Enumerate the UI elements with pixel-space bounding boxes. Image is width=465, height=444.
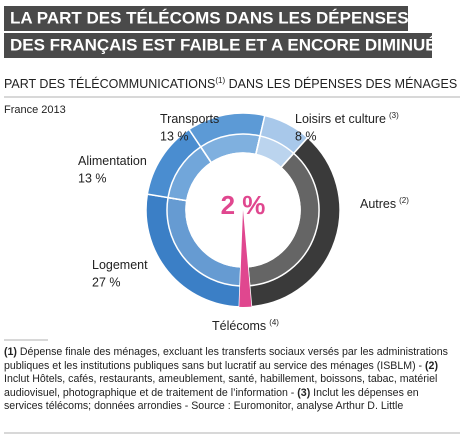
category-label: Logement bbox=[92, 258, 148, 272]
footnotes: (1) Dépense finale des ménages, excluant… bbox=[4, 346, 459, 414]
donut-segment bbox=[239, 210, 252, 307]
region-year: France 2013 bbox=[4, 104, 66, 116]
footnote-text: Dépense finale des ménages, excluant les… bbox=[4, 346, 448, 372]
title-band bbox=[4, 33, 432, 58]
note-ref: (2) bbox=[425, 359, 438, 372]
category-name: Télécoms bbox=[212, 319, 266, 333]
note-ref: (2) bbox=[399, 196, 409, 205]
category-label: Loisirs et culture (3) bbox=[295, 111, 399, 126]
note-ref: (1) bbox=[215, 76, 225, 85]
category-name: Loisirs et culture bbox=[295, 112, 386, 126]
chart-title: DES FRANÇAIS EST FAIBLE ET A ENCORE DIMI… bbox=[10, 35, 437, 54]
value-label: 13 % bbox=[78, 171, 107, 185]
category-label: Transports bbox=[160, 112, 219, 126]
chart-title: LA PART DES TÉLÉCOMS DANS LES DÉPENSES bbox=[10, 8, 409, 27]
category-name: Logement bbox=[92, 258, 148, 272]
value-label: 27 % bbox=[92, 275, 121, 289]
value-label: 8 % bbox=[295, 129, 317, 143]
highlight-label: 2 % bbox=[221, 190, 266, 220]
subtitle-text: DANS LES DÉPENSES DES MÉNAGES bbox=[225, 76, 457, 91]
value-label: 13 % bbox=[160, 129, 189, 143]
category-name: Alimentation bbox=[78, 154, 147, 168]
inner-ring-shade bbox=[247, 152, 320, 287]
note-ref: (4) bbox=[269, 318, 279, 327]
subtitle-text: PART DES TÉLÉCOMMUNICATIONS bbox=[4, 76, 215, 91]
footnote-text: Inclut Hôtels, cafés, restaurants, ameub… bbox=[4, 373, 438, 399]
category-label: Autres (2) bbox=[360, 196, 409, 211]
category-name: Transports bbox=[160, 112, 219, 126]
category-label: Alimentation bbox=[78, 154, 147, 168]
footnote-text: Inclut les dépenses en services télécoms… bbox=[4, 386, 419, 413]
title-band bbox=[4, 6, 408, 31]
subtitle: PART DES TÉLÉCOMMUNICATIONS(1) DANS LES … bbox=[4, 76, 457, 91]
note-ref: (3) bbox=[389, 111, 399, 120]
note-ref: (3) bbox=[297, 386, 311, 399]
category-name: Autres bbox=[360, 197, 396, 211]
category-label: Télécoms (4) bbox=[212, 318, 279, 333]
note-ref: (1) bbox=[4, 346, 17, 358]
